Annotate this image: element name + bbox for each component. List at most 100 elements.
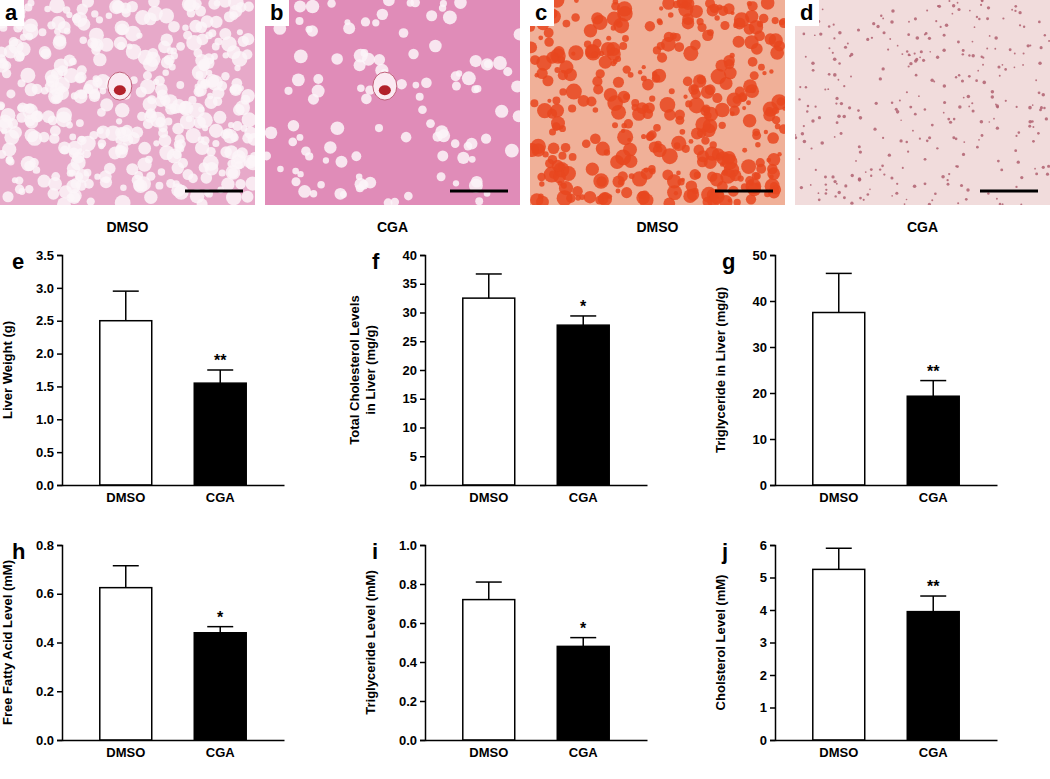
image-texture [812,69,815,72]
image-texture [89,89,100,100]
image-texture [896,110,900,114]
image-texture [168,21,180,33]
y-axis: 01020304050 [753,248,776,493]
scale-bar [715,190,773,193]
significance: * [217,609,224,626]
image-texture [943,84,946,87]
image-texture [1018,11,1021,14]
image-texture [619,42,627,50]
panel-letter: d [800,0,813,25]
image-texture [618,171,628,181]
image-texture [158,168,165,175]
error-bar-stem [582,316,584,325]
y-tick: 3.0 [36,281,62,296]
image-texture [241,95,251,105]
image-texture [559,125,566,132]
image-texture [616,189,621,194]
image-texture [971,102,973,104]
image-texture [906,141,908,143]
x-tick-label: CGA [569,745,599,760]
image-texture [1019,24,1021,26]
image-texture [746,100,751,105]
image-texture [312,85,325,98]
image-texture [825,183,827,185]
image-texture [744,24,755,35]
y-tick: 20 [753,386,775,401]
image-texture [850,76,852,78]
image-texture [571,13,580,22]
image-texture [586,163,599,176]
image-texture [824,89,826,91]
image-texture [697,76,706,85]
image-texture [40,48,51,59]
image-texture [850,201,853,204]
image-texture [748,1,758,11]
image-texture [1017,161,1020,164]
image-texture [404,192,413,201]
panel-letter-bg [530,0,554,26]
image-texture [228,168,239,179]
image-texture [859,150,862,153]
image-texture [531,139,546,154]
y-tick: 0.4 [399,655,425,670]
image-texture [31,111,42,122]
image-texture [866,38,869,41]
image-texture [591,52,598,59]
image-texture [564,68,577,81]
image-texture [361,17,370,26]
image-texture [999,203,1002,205]
image-texture [653,124,661,132]
image-texture [221,72,229,80]
image-texture [844,184,847,187]
image-texture [31,110,43,122]
image-texture [100,88,107,95]
image-texture [875,102,878,105]
image-texture [801,132,804,135]
image-texture [721,154,737,170]
y-tick-label: 50 [753,248,767,263]
y-tick-label: 1.0 [36,412,54,427]
y-axis-title: in Liver (mg/g) [363,325,378,415]
y-axis-title: Liver Weight (g) [0,321,15,419]
image-texture [761,0,775,10]
image-texture [15,176,23,184]
image-texture [961,79,964,82]
image-texture [746,194,756,204]
image-texture [205,74,219,88]
x-axis: DMSOCGA [63,485,285,505]
y-tick-label: 0 [760,733,767,748]
image-texture [153,79,159,85]
image-texture [810,184,812,186]
image-texture [360,49,368,57]
image-texture [193,49,202,58]
image-texture [426,10,437,21]
x-tick-label: DMSO [819,745,858,760]
error-bar-cap [476,273,502,275]
image-texture [833,24,835,26]
image-texture [967,95,971,99]
y-tick: 15 [403,391,425,406]
image-texture [800,186,803,189]
image-texture [682,17,694,29]
image-texture [538,193,544,199]
image-texture [457,152,469,164]
image-texture [536,55,551,70]
y-axis-line [420,256,426,486]
panel-letter: f [372,249,380,274]
error-bar-cap [826,548,852,550]
image-texture [100,98,113,111]
image-texture [1028,120,1032,124]
image-texture [294,0,306,12]
image-texture [210,16,222,28]
image-texture [98,143,104,149]
x-tick-label: CGA [919,490,949,505]
image-texture [734,199,741,205]
image-texture [870,175,872,177]
image-texture [443,11,457,25]
image-texture [814,34,816,36]
y-tick-mark [57,594,62,596]
image-texture [505,144,519,158]
bar [100,588,152,740]
image-texture [224,145,238,159]
x-tick: DMSO [819,485,858,505]
